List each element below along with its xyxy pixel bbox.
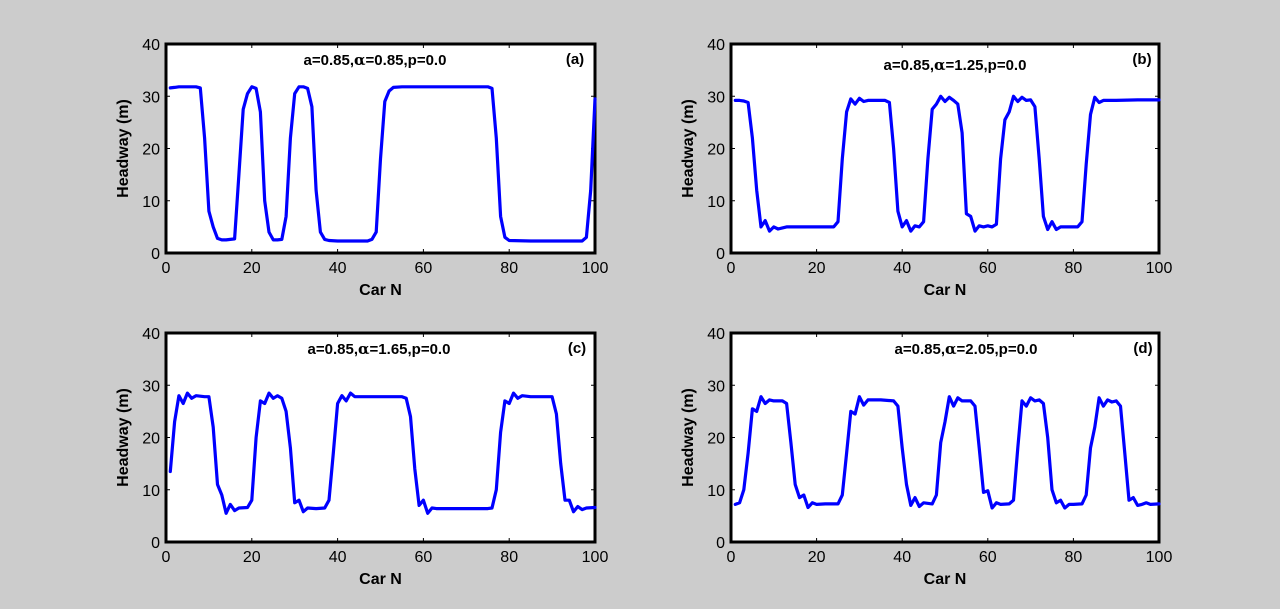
y-tick-label: 30 <box>707 378 725 395</box>
y-tick-label: 10 <box>142 483 160 500</box>
subplot-2: 0 20 40 60 80 100 0 10 20 30 40 Car N Headway (m) a=0… <box>680 37 1172 299</box>
panel-label: (a) <box>566 51 584 68</box>
x-tick-label: 60 <box>979 260 997 277</box>
x-tick-label: 80 <box>1065 260 1083 277</box>
x-axis-label: Car N <box>359 571 402 588</box>
x-axis-label: Car N <box>924 282 967 299</box>
x-tick-label: 20 <box>243 549 261 566</box>
y-tick-label: 30 <box>142 378 160 395</box>
y-tick-label: 0 <box>716 535 725 552</box>
x-tick-label: 40 <box>329 549 347 566</box>
x-tick-label: 40 <box>329 260 347 277</box>
y-tick-label: 20 <box>142 142 160 159</box>
x-axis-label: Car N <box>359 282 402 299</box>
y-tick-label: 10 <box>707 483 725 500</box>
subplot-3: 0 20 40 60 80 100 0 10 20 30 40 Car N Headway (m) a=0… <box>115 326 608 588</box>
x-tick-label: 0 <box>727 260 736 277</box>
series-line <box>733 94 1161 233</box>
panel-label: (b) <box>1132 51 1151 68</box>
x-tick-label: 100 <box>582 549 609 566</box>
x-tick-label: 60 <box>415 260 433 277</box>
panel-label: (c) <box>568 340 586 357</box>
x-tick-label: 100 <box>1146 549 1173 566</box>
y-axis-label: Headway (m) <box>680 388 697 487</box>
x-tick-label: 20 <box>243 260 261 277</box>
panel-label: (d) <box>1133 340 1152 357</box>
subplot-1: 0 20 40 60 80 100 0 10 20 30 40 Car N Headway (m) a=0… <box>115 37 608 299</box>
x-tick-label: 100 <box>582 260 609 277</box>
y-tick-label: 0 <box>716 246 725 263</box>
x-tick-label: 0 <box>162 260 171 277</box>
x-tick-label: 80 <box>1065 549 1083 566</box>
parameter-annotation: a=0.85,α=0.85,p=0.0 <box>304 51 447 69</box>
y-tick-label: 40 <box>142 326 160 343</box>
plot-area <box>164 331 597 544</box>
x-tick-label: 20 <box>808 260 826 277</box>
x-tick-label: 100 <box>1146 260 1173 277</box>
series-line <box>168 85 597 243</box>
x-tick-label: 20 <box>808 549 826 566</box>
y-tick-label: 40 <box>707 326 725 343</box>
series-line <box>733 395 1161 510</box>
y-tick-label: 30 <box>707 89 725 106</box>
y-axis-label: Headway (m) <box>115 99 132 198</box>
x-tick-label: 0 <box>727 549 736 566</box>
y-tick-label: 30 <box>142 89 160 106</box>
y-tick-label: 20 <box>707 142 725 159</box>
x-tick-label: 60 <box>979 549 997 566</box>
y-tick-label: 10 <box>142 194 160 211</box>
subplot-4: 0 20 40 60 80 100 0 10 20 30 40 Car N Headway (m) a=0… <box>680 326 1172 588</box>
parameter-annotation: a=0.85,α=1.65,p=0.0 <box>308 340 451 358</box>
plot-area <box>729 331 1161 544</box>
x-axis-label: Car N <box>924 571 967 588</box>
y-tick-label: 0 <box>151 535 160 552</box>
series-line <box>168 391 597 515</box>
y-tick-label: 0 <box>151 246 160 263</box>
y-tick-label: 20 <box>142 431 160 448</box>
x-tick-label: 0 <box>162 549 171 566</box>
y-tick-label: 20 <box>707 431 725 448</box>
plot-area <box>729 42 1161 255</box>
x-tick-label: 80 <box>500 260 518 277</box>
y-axis-label: Headway (m) <box>680 99 697 198</box>
x-tick-label: 60 <box>415 549 433 566</box>
y-axis-label: Headway (m) <box>115 388 132 487</box>
y-tick-label: 40 <box>707 37 725 54</box>
parameter-annotation: a=0.85,α=2.05,p=0.0 <box>895 340 1038 358</box>
parameter-annotation: a=0.85,α=1.25,p=0.0 <box>884 56 1027 74</box>
x-tick-label: 80 <box>500 549 518 566</box>
y-tick-label: 10 <box>707 194 725 211</box>
x-tick-label: 40 <box>893 549 911 566</box>
x-tick-label: 40 <box>893 260 911 277</box>
y-tick-label: 40 <box>142 37 160 54</box>
